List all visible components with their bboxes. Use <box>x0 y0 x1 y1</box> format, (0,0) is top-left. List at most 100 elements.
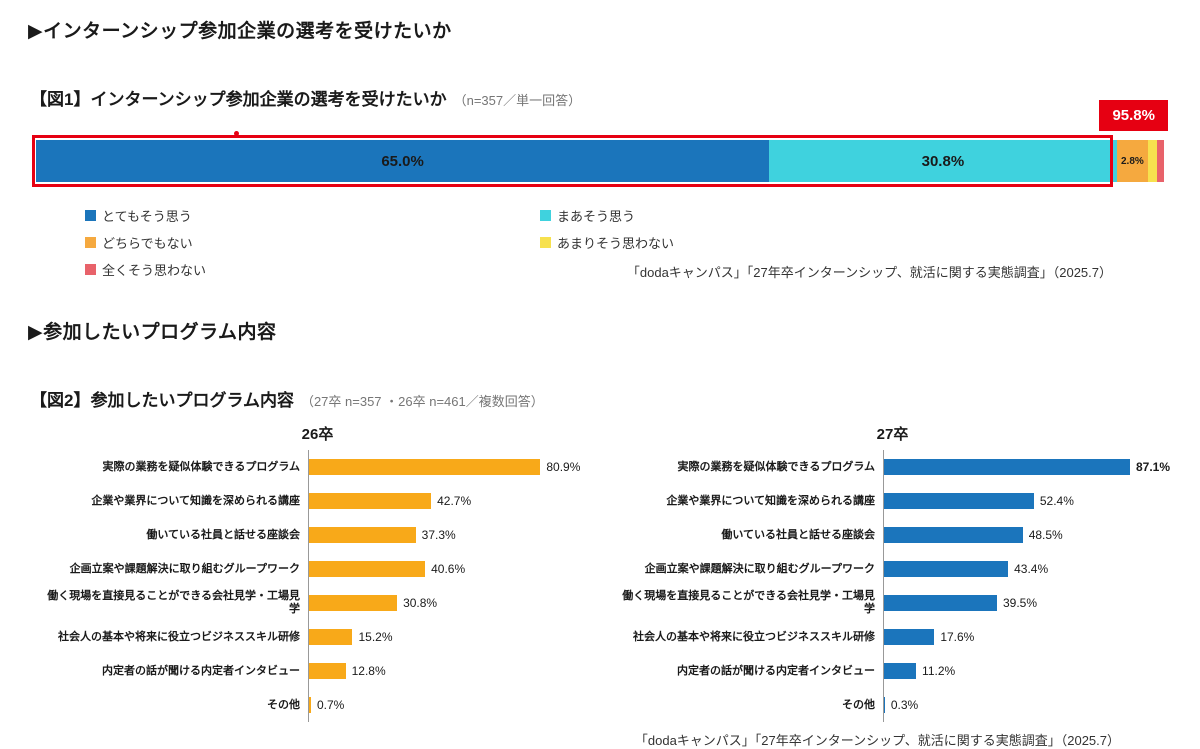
segment-totemo: 65.0% <box>36 140 770 182</box>
chart-26-title: 26卒 <box>301 426 334 443</box>
bar-value-label: 52.4% <box>1039 494 1074 508</box>
bar-row: 企画立案や課題解決に取り組むグループワーク 40.6% <box>40 552 595 586</box>
segment-value-label: 65.0% <box>381 152 424 170</box>
bar-row: 企業や業界について知識を深められる講座 52.4% <box>615 484 1170 518</box>
bar <box>309 493 432 509</box>
fig1-source-citation: 「dodaキャンパス」「27年卒インターンシップ、就活に関する実態調査」（202… <box>626 265 1112 280</box>
bar <box>309 561 426 577</box>
fig1-stacked-bar: 65.0% 30.8% 2.8% 95.8% <box>32 100 1168 187</box>
bar <box>309 527 416 543</box>
bar-category-label: 実際の業務を疑似体験できるプログラム <box>102 460 300 473</box>
segment-mattaku <box>1157 140 1164 182</box>
bar-track: 40.6% <box>308 552 595 586</box>
bar-track: 17.6% <box>883 620 1170 654</box>
legend-label: 全くそう思わない <box>102 263 207 278</box>
fig1-legend: とてもそう思う まあそう思う どちらでもない あまりそう思わない 全くそう思わな… <box>85 206 1200 279</box>
legend-item-dochira: どちらでもない <box>85 233 540 252</box>
legend-label: あまりそう思わない <box>557 236 675 251</box>
bar-value-label: 40.6% <box>431 562 466 576</box>
legend-label: とてもそう思う <box>102 209 192 224</box>
bar-track: 87.1% <box>883 450 1170 484</box>
bar-row: 実際の業務を疑似体験できるプログラム 80.9% <box>40 450 595 484</box>
bar-row: その他 0.7% <box>40 688 595 722</box>
legend-item-maa: まあそう思う <box>540 206 1200 225</box>
section1-heading: ▶インターンシップ参加企業の選考を受けたいか <box>28 21 452 42</box>
bar-row: その他 0.3% <box>615 688 1170 722</box>
bar-row: 内定者の話が聞ける内定者インタビュー 11.2% <box>615 654 1170 688</box>
bar-track: 37.3% <box>308 518 595 552</box>
bar <box>884 561 1009 577</box>
bar-value-label: 15.2% <box>358 630 393 644</box>
fig2-source-citation: 「dodaキャンパス」「27年卒インターンシップ、就活に関する実態調査」（202… <box>634 733 1120 748</box>
bar-value-label: 17.6% <box>940 630 975 644</box>
bar-category-label: 企画立案や課題解決に取り組むグループワーク <box>69 562 300 575</box>
segment-value-label: 2.8% <box>1121 155 1144 167</box>
legend-swatch-red <box>85 264 96 275</box>
bar-category-label: 働いている社員と話せる座談会 <box>721 528 875 541</box>
bar-track: 15.2% <box>308 620 595 654</box>
bar-track: 43.4% <box>883 552 1170 586</box>
bar <box>884 493 1034 509</box>
bar-value-label: 80.9% <box>546 460 581 474</box>
fig2-title-row: 【図2】参加したいプログラム内容 （27卒 n=357 ・26卒 n=461／複… <box>30 386 1200 411</box>
bar <box>884 663 917 679</box>
segment-dochira: 2.8% <box>1116 140 1149 182</box>
bar-value-label: 0.3% <box>890 698 919 712</box>
bar-category-label: その他 <box>267 698 300 711</box>
section2-heading: ▶参加したいプログラム内容 <box>28 322 277 343</box>
bar-category-label: その他 <box>842 698 875 711</box>
bar-value-label: 42.7% <box>437 494 472 508</box>
bar <box>309 629 353 645</box>
bar-value-label: 43.4% <box>1014 562 1049 576</box>
bar-track: 11.2% <box>883 654 1170 688</box>
bar-track: 80.9% <box>308 450 595 484</box>
bar <box>884 697 885 713</box>
bar-category-label: 企画立案や課題解決に取り組むグループワーク <box>644 562 875 575</box>
bar <box>309 697 311 713</box>
chart-27: 27卒 実際の業務を疑似体験できるプログラム 87.1% 企業や業界について知識… <box>615 423 1170 722</box>
legend-label: どちらでもない <box>102 236 193 251</box>
fig2-charts: 26卒 実際の業務を疑似体験できるプログラム 80.9% 企業や業界について知識… <box>40 423 1200 722</box>
segment-value-label: 30.8% <box>921 152 965 170</box>
bar-track: 52.4% <box>883 484 1170 518</box>
bar-track: 0.7% <box>308 688 595 722</box>
fig2-subtitle: （27卒 n=357 ・26卒 n=461／複数回答） <box>300 394 544 409</box>
bar-category-label: 内定者の話が聞ける内定者インタビュー <box>102 664 300 677</box>
chart-26: 26卒 実際の業務を疑似体験できるプログラム 80.9% 企業や業界について知識… <box>40 423 595 722</box>
bar-track: 30.8% <box>308 586 595 620</box>
bar-row: 内定者の話が聞ける内定者インタビュー 12.8% <box>40 654 595 688</box>
bar <box>309 459 541 475</box>
bar-row: 実際の業務を疑似体験できるプログラム 87.1% <box>615 450 1170 484</box>
bar-category-label: 働く現場を直接見ることができる会社見学・工場見学 <box>622 590 875 615</box>
legend-label: まあそう思う <box>557 209 636 224</box>
bar-category-label: 働く現場を直接見ることができる会社見学・工場見学 <box>47 590 300 615</box>
legend-swatch-blue <box>85 210 96 221</box>
legend-swatch-yellow <box>540 237 551 248</box>
bar-category-label: 内定者の話が聞ける内定者インタビュー <box>677 664 875 677</box>
bar <box>884 595 997 611</box>
bar <box>884 459 1130 475</box>
bar-value-label: 87.1% <box>1135 460 1170 474</box>
legend-swatch-orange <box>85 237 96 248</box>
bar-track: 39.5% <box>883 586 1170 620</box>
bar-category-label: 働いている社員と話せる座談会 <box>146 528 300 541</box>
fig1-subtitle: （n=357／単一回答） <box>453 93 582 108</box>
bar <box>309 663 346 679</box>
highlight-badge: 95.8% <box>1099 100 1168 131</box>
chart-27-title: 27卒 <box>876 426 909 443</box>
bar-row: 企業や業界について知識を深められる講座 42.7% <box>40 484 595 518</box>
bar <box>884 527 1023 543</box>
bar-category-label: 企業や業界について知識を深められる講座 <box>666 494 875 507</box>
bar-value-label: 30.8% <box>403 596 438 610</box>
legend-item-amari: あまりそう思わない <box>540 233 1200 252</box>
stacked-bar-track: 65.0% 30.8% 2.8% <box>36 140 1164 182</box>
bar-row: 企画立案や課題解決に取り組むグループワーク 43.4% <box>615 552 1170 586</box>
bar-value-label: 48.5% <box>1028 528 1063 542</box>
bar-value-label: 37.3% <box>421 528 456 542</box>
bar-row: 社会人の基本や将来に役立つビジネススキル研修 17.6% <box>615 620 1170 654</box>
fig1-legend-zone: とてもそう思う まあそう思う どちらでもない あまりそう思わない 全くそう思わな… <box>85 206 1200 280</box>
bar-value-label: 12.8% <box>351 664 386 678</box>
bar-category-label: 企業や業界について知識を深められる講座 <box>91 494 300 507</box>
bar <box>309 595 398 611</box>
bar-row: 働く現場を直接見ることができる会社見学・工場見学 30.8% <box>40 586 595 620</box>
